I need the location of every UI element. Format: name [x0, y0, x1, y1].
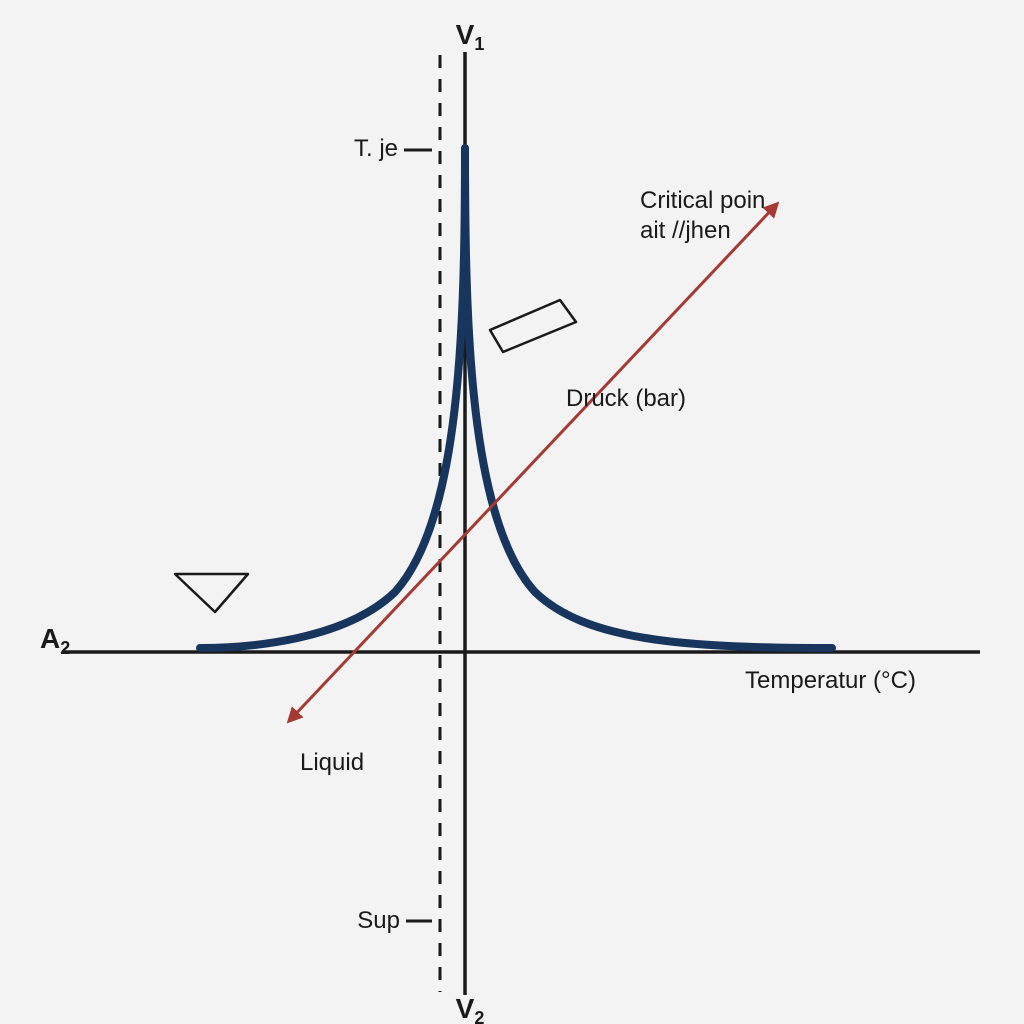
label-t-je: T. je	[354, 135, 398, 162]
phase-diagram: V1 V2 A2 Temperatur (°C) T. je Sup Criti…	[0, 0, 1024, 1024]
x-axis-label: Temperatur (°C)	[745, 667, 916, 694]
label-critical-line2: ait //jhen	[640, 217, 731, 244]
diagram-svg: V1 V2 A2 Temperatur (°C) T. je Sup Criti…	[0, 0, 1024, 1024]
label-sup: Sup	[357, 907, 400, 934]
label-liquid: Liquid	[300, 749, 364, 776]
plot-background	[0, 0, 1024, 1024]
label-druck: Druck (bar)	[566, 385, 686, 412]
label-critical-line1: Critical poin	[640, 187, 765, 214]
